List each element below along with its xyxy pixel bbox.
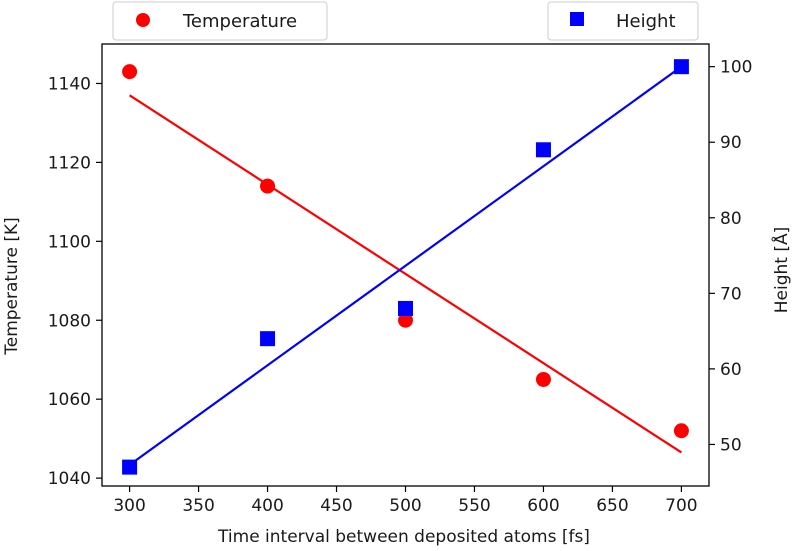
temperature-point — [122, 64, 138, 80]
legend-temperature: Temperature — [112, 1, 328, 41]
y-axis-left-label: Temperature [K] — [2, 217, 22, 356]
height-point — [260, 331, 276, 347]
legend-marker-temperature — [136, 13, 150, 27]
legend-height: Height — [547, 1, 699, 41]
x-tick-label: 500 — [389, 496, 421, 516]
legend-marker-height — [570, 12, 584, 26]
y-right-tick-label: 60 — [720, 360, 742, 380]
y-right-tick-label: 70 — [720, 284, 742, 304]
y-left-tick-label: 1080 — [48, 311, 91, 331]
x-tick-label: 650 — [596, 496, 628, 516]
y-left-tick-label: 1060 — [48, 390, 91, 410]
x-tick-label: 550 — [458, 496, 490, 516]
height-point — [122, 459, 138, 475]
axes: 300 350 400 450 500 550 600 650 700 1040 1060 1080 1… — [48, 43, 752, 516]
y-axis-right-label: Height [Å] — [770, 227, 792, 314]
x-tick-label: 350 — [182, 496, 214, 516]
temperature-fit-line — [128, 94, 683, 454]
height-fit-line — [128, 65, 683, 466]
x-tick-label: 600 — [527, 496, 559, 516]
y-right-tick-label: 50 — [720, 435, 742, 455]
x-tick-label: 300 — [113, 496, 145, 516]
legend-label-temperature: Temperature — [182, 11, 297, 32]
y-left-tick-label: 1040 — [48, 469, 91, 489]
temperature-point — [398, 312, 413, 328]
legend-box-height — [547, 1, 699, 41]
legend-label-height: Height — [616, 11, 676, 32]
y-right-tick-label: 100 — [720, 58, 752, 78]
height-point — [398, 300, 413, 316]
y-left-tick-label: 1120 — [48, 153, 91, 173]
x-tick-label: 400 — [251, 496, 283, 516]
temperature-point — [260, 178, 276, 194]
y-right-tick-label: 90 — [720, 133, 742, 153]
height-point — [535, 142, 551, 158]
y-right-tick-label: 80 — [720, 209, 742, 229]
legend-box-temperature — [112, 1, 328, 41]
y-left-tick-label: 1140 — [48, 74, 91, 94]
y-left-tick-label: 1100 — [48, 232, 91, 252]
x-tick-label: 700 — [665, 496, 697, 516]
temperature-point — [673, 423, 689, 439]
x-axis-label: Time interval between deposited atoms [f… — [217, 527, 590, 547]
height-point — [673, 59, 689, 75]
plot-area — [122, 59, 689, 475]
x-tick-label: 450 — [320, 496, 352, 516]
temperature-point — [535, 371, 551, 387]
